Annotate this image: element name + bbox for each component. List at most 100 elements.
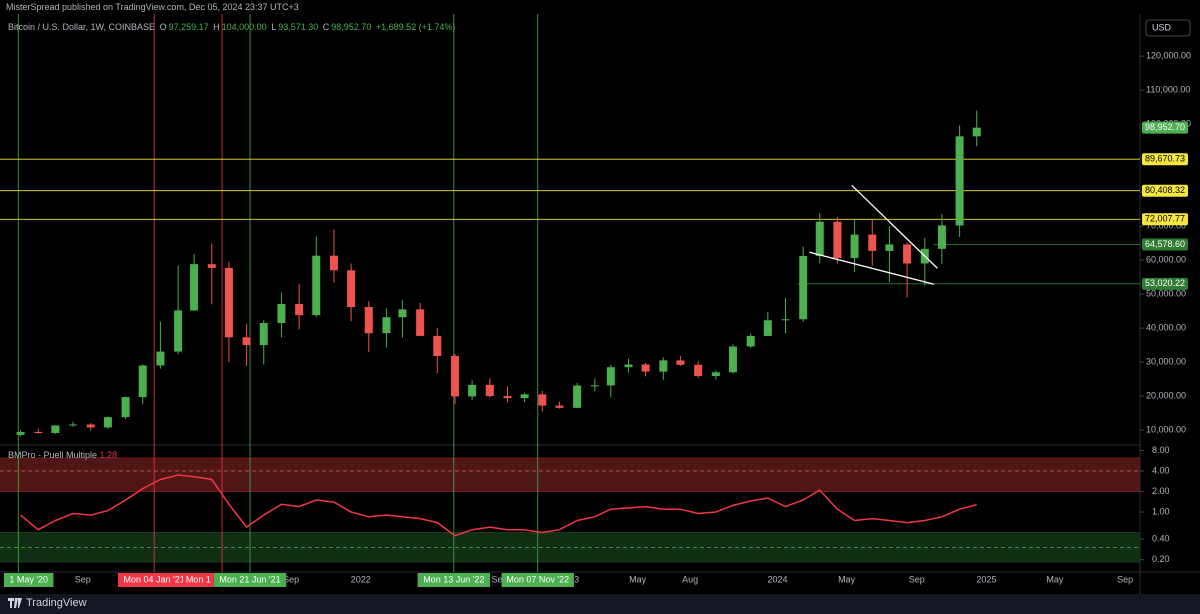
h-label: H	[213, 22, 220, 32]
x-tick-label: Sep	[75, 574, 91, 584]
candle-body	[573, 385, 582, 408]
candle-body	[555, 405, 564, 408]
candle-body	[347, 270, 356, 308]
y-tick-label: 8.00	[1152, 445, 1170, 455]
x-tick-label: 2025	[976, 574, 996, 584]
candle-body	[781, 319, 790, 321]
marker-label: 1 May '20	[9, 574, 48, 584]
candle-body	[138, 365, 147, 398]
h-value: 104,000.00	[221, 22, 267, 32]
candle-body	[606, 367, 615, 386]
candle-body	[641, 364, 650, 372]
marker-label-bg	[4, 573, 54, 587]
publish-info: MisterSpread published on TradingView.co…	[6, 2, 299, 12]
y-tick-label: 4.00	[1152, 465, 1170, 475]
price-label-bg	[1142, 184, 1188, 197]
candle-body	[520, 394, 529, 399]
price-label: 80,408.32	[1145, 185, 1185, 195]
y-tick-label: 120,000.00	[1146, 50, 1191, 60]
y-tick-label: 10,000.00	[1146, 424, 1186, 434]
x-tick-label: May	[838, 574, 856, 584]
candle-body	[815, 221, 824, 257]
price-axis-bg	[1140, 0, 1200, 594]
candle-body	[850, 234, 859, 259]
candle-body	[398, 309, 407, 318]
marker-label-bg	[117, 573, 191, 587]
candle-body	[416, 309, 425, 336]
candle-body	[450, 355, 459, 397]
indicator-legend: BMPro - Puell Multiple 1.28	[8, 450, 117, 460]
y-tick-label: 40,000.00	[1146, 322, 1186, 332]
y-tick-label: 0.20	[1152, 554, 1170, 564]
candle-body	[34, 431, 43, 434]
candle-body	[485, 384, 494, 397]
marker-label-bg	[213, 573, 287, 587]
marker-label: Mon 13 Jun '22	[423, 574, 484, 584]
candle-body	[868, 234, 877, 251]
candle-body	[329, 255, 338, 271]
y-tick-label: 0.40	[1152, 534, 1170, 544]
candle-body	[468, 384, 477, 397]
candle-body	[728, 346, 737, 373]
axis-title: USD	[1152, 22, 1172, 32]
candle-body	[503, 396, 512, 399]
candle-body	[903, 244, 912, 264]
candle-body	[694, 364, 703, 377]
candle-body	[190, 264, 199, 311]
marker-label: Mon 1	[186, 574, 211, 584]
y-tick-label: 30,000.00	[1146, 356, 1186, 366]
footer-bg	[0, 594, 1200, 614]
candle-body	[937, 225, 946, 249]
marker-label: Mon 07 Nov '22	[506, 574, 569, 584]
c-label: C	[322, 22, 330, 32]
trendline	[809, 251, 935, 285]
candle-body	[659, 360, 668, 372]
candle-body	[174, 310, 183, 352]
x-tick-label: Sep	[1117, 574, 1133, 584]
price-label: 53,020.22	[1145, 278, 1185, 288]
candle-body	[224, 267, 233, 338]
zone-band	[0, 532, 1140, 562]
candle-body	[242, 337, 251, 346]
candle-body	[51, 425, 60, 434]
x-tick-label: 2022	[351, 574, 371, 584]
candle-body	[590, 385, 599, 387]
candle-body	[103, 417, 112, 428]
x-tick-label: Aug	[682, 574, 698, 584]
y-tick-label: 2.00	[1152, 486, 1170, 496]
candle-body	[955, 136, 964, 226]
price-label-bg	[1142, 238, 1188, 251]
o-value: 97,259.17	[168, 22, 209, 32]
trendline	[851, 184, 938, 269]
candle-body	[259, 322, 268, 346]
indicator-title: BMPro - Puell Multiple	[8, 450, 98, 460]
price-label: 64,578.60	[1145, 239, 1185, 249]
candle-body	[121, 397, 130, 418]
marker-label: Mon 21 Jun '21	[219, 574, 280, 584]
o-label: O	[159, 22, 167, 32]
candle-body	[382, 317, 391, 334]
marker-label-bg	[182, 573, 214, 587]
zone-band	[0, 458, 1140, 492]
y-tick-label: 110,000.00	[1146, 84, 1190, 94]
y-tick-label: 1.00	[1152, 506, 1170, 516]
symbol-legend: Bitcoin / U.S. Dollar, 1W, COINBASE O 97,…	[8, 22, 457, 32]
y-tick-label: 60,000.00	[1146, 254, 1186, 264]
price-label-bg	[1142, 277, 1188, 290]
footer: TradingView	[8, 597, 87, 609]
x-tick-label: 2024	[767, 574, 787, 584]
x-tick-label: Sep	[909, 574, 925, 584]
c-value: 98,952.70	[331, 22, 372, 32]
candle-body	[833, 221, 842, 259]
brand: TradingView	[26, 597, 87, 609]
candle-body	[295, 303, 304, 316]
puell-line	[20, 474, 977, 537]
candle-body	[207, 264, 216, 268]
candle-body	[624, 364, 633, 368]
marker-label-bg	[501, 573, 574, 587]
y-tick-label: 50,000.00	[1146, 288, 1186, 298]
candle-body	[69, 424, 78, 426]
candle-body	[277, 303, 286, 323]
x-tick-label: Sep	[491, 574, 507, 584]
